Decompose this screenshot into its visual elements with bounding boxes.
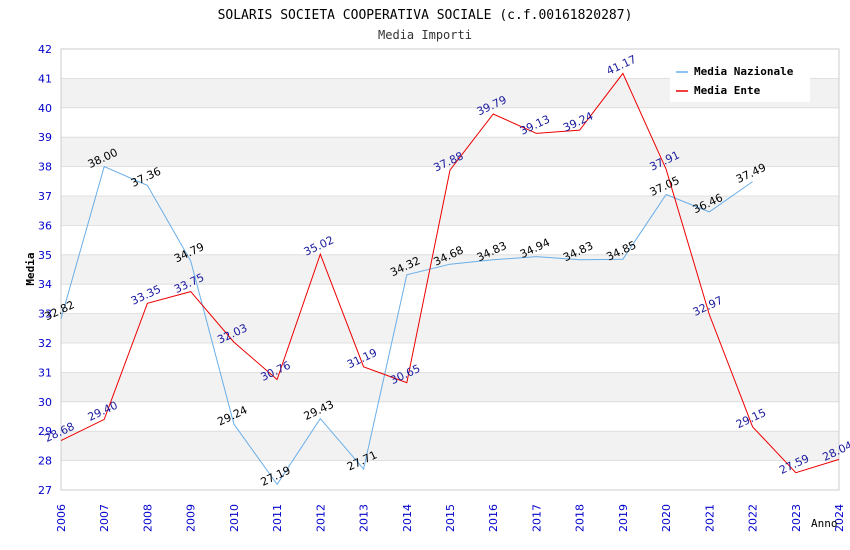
series-lines <box>60 72 840 486</box>
y-tick-label: 39 <box>38 131 52 144</box>
y-tick-label: 36 <box>38 219 52 232</box>
x-tick-label: 2008 <box>141 504 154 532</box>
data-label: 39.13 <box>518 113 552 138</box>
y-tick-label: 33 <box>38 308 52 321</box>
x-tick-label: 2007 <box>98 504 111 532</box>
y-tick-label: 38 <box>38 161 52 174</box>
x-tick-label: 2012 <box>314 504 327 532</box>
data-label: 37.36 <box>129 165 163 190</box>
x-axis-label: Anno <box>811 517 838 530</box>
x-tick-label: 2022 <box>747 504 760 532</box>
data-label: 37.05 <box>648 174 682 199</box>
legend-label-media-nazionale: Media Nazionale <box>694 65 794 78</box>
legend-label-media-ente: Media Ente <box>694 84 761 97</box>
data-label: 41.17 <box>604 53 638 78</box>
series-line-1 <box>60 72 840 474</box>
data-label: 39.24 <box>561 109 595 134</box>
x-tick-label: 2024 <box>833 504 846 532</box>
x-tick-label: 2020 <box>660 504 673 532</box>
y-tick-label: 40 <box>38 102 52 115</box>
x-tick-label: 2006 <box>55 504 68 532</box>
x-tick-label: 2017 <box>530 504 543 532</box>
x-tick-label: 2015 <box>444 504 457 532</box>
plot-band <box>61 431 839 461</box>
x-tick-label: 2013 <box>358 504 371 532</box>
x-tick-label: 2023 <box>790 504 803 532</box>
y-axis-label: Media <box>24 252 37 285</box>
y-tick-label: 37 <box>38 190 52 203</box>
legend: Media Nazionale Media Ente <box>670 60 810 102</box>
data-label: 33.35 <box>129 283 163 308</box>
y-tick-label: 35 <box>38 249 52 262</box>
chart-title: SOLARIS SOCIETA COOPERATIVA SOCIALE (c.f… <box>218 8 633 23</box>
x-tick-label: 2011 <box>271 504 284 532</box>
y-tick-label: 27 <box>38 484 52 497</box>
chart-subtitle: Media Importi <box>378 28 472 42</box>
plot-band <box>61 196 839 226</box>
plot-band <box>61 137 839 167</box>
y-tick-label: 30 <box>38 396 52 409</box>
x-tick-label: 2009 <box>185 504 198 532</box>
legend-box <box>670 60 810 102</box>
y-tick-label: 29 <box>38 425 52 438</box>
series-line-0 <box>60 165 753 486</box>
x-tick-label: 2019 <box>617 504 630 532</box>
gridlines <box>61 78 839 462</box>
x-tick-label: 2014 <box>401 504 414 532</box>
y-tick-label: 32 <box>38 337 52 350</box>
x-tick-label: 2016 <box>487 504 500 532</box>
y-tick-label: 28 <box>38 455 52 468</box>
plot-area-frame <box>60 48 840 491</box>
y-tick-label: 42 <box>38 43 52 56</box>
x-tick-label: 2018 <box>574 504 587 532</box>
x-axis-tick-labels: 2006 2007 2008 2009 2010 2011 2012 2013 2014 2015… <box>55 504 846 532</box>
x-tick-label: 2021 <box>703 504 716 532</box>
y-tick-label: 34 <box>38 278 52 291</box>
x-tick-label: 2010 <box>228 504 241 532</box>
data-label: 31.19 <box>345 346 379 371</box>
data-label: 29.24 <box>215 403 249 428</box>
data-label: 27.19 <box>259 464 293 489</box>
y-tick-label: 41 <box>38 72 52 85</box>
plot-band <box>61 313 839 343</box>
plot-band <box>61 254 839 285</box>
plot-band <box>61 372 839 402</box>
data-label: 29.15 <box>734 406 768 431</box>
y-tick-label: 31 <box>38 366 52 379</box>
y-axis-tick-labels: 27 28 29 30 31 32 33 34 35 36 37 38 39 40 41 42 <box>38 43 52 497</box>
plot-background-bands <box>61 78 839 461</box>
